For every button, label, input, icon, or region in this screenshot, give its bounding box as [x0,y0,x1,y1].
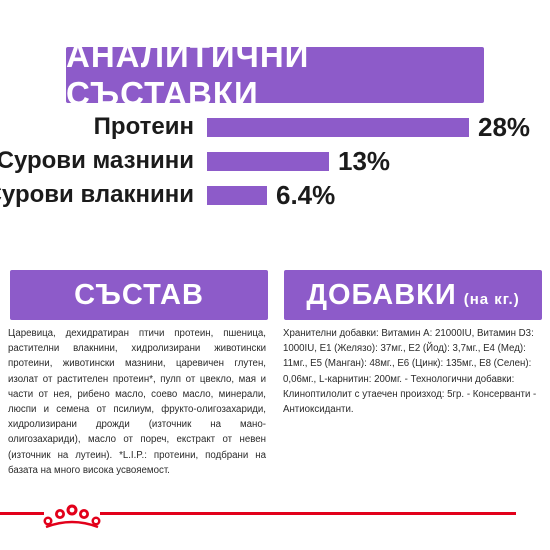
additives-subtitle: (на кг.) [463,291,520,308]
royal-canin-crown-icon [43,504,101,529]
chart-row-crude-fibre: Сурови влакнини 6.4% [0,179,550,211]
chart-row-crude-fat: Сурови мазнини 13% [0,145,550,177]
chart-value-protein: 28% [478,112,531,142]
chart-label-protein: Протеин [93,113,194,140]
chart-bar-protein [207,118,469,137]
additives-title: ДОБАВКИ [306,278,457,311]
chart-label-crude-fibre: Сурови влакнини [0,181,194,208]
composition-title: СЪСТАВ [74,278,204,311]
chart-value-crude-fibre: 6.4% [276,180,336,210]
footer-line-right [100,512,516,515]
composition-text: Царевица, дехидратиран птичи протеин, пш… [8,328,266,476]
footer-line-left [0,512,44,515]
chart-bar-crude-fibre [207,186,267,205]
chart-value-crude-fat: 13% [338,146,391,176]
analytical-constituents-title: АНАЛИТИЧНИ СЪСТАВКИ [66,37,310,112]
composition-banner: СЪСТАВ [10,270,268,320]
chart-bar-crude-fat [207,152,329,171]
chart-row-protein: Протеин 28% [0,111,550,143]
additives-banner: ДОБАВКИ (на кг.) [284,270,542,320]
additives-text: Хранителни добавки: Витамин А: 21000IU, … [283,328,537,416]
analytical-constituents-banner: АНАЛИТИЧНИ СЪСТАВКИ [66,37,484,112]
chart-label-crude-fat: Сурови мазнини [0,147,194,174]
